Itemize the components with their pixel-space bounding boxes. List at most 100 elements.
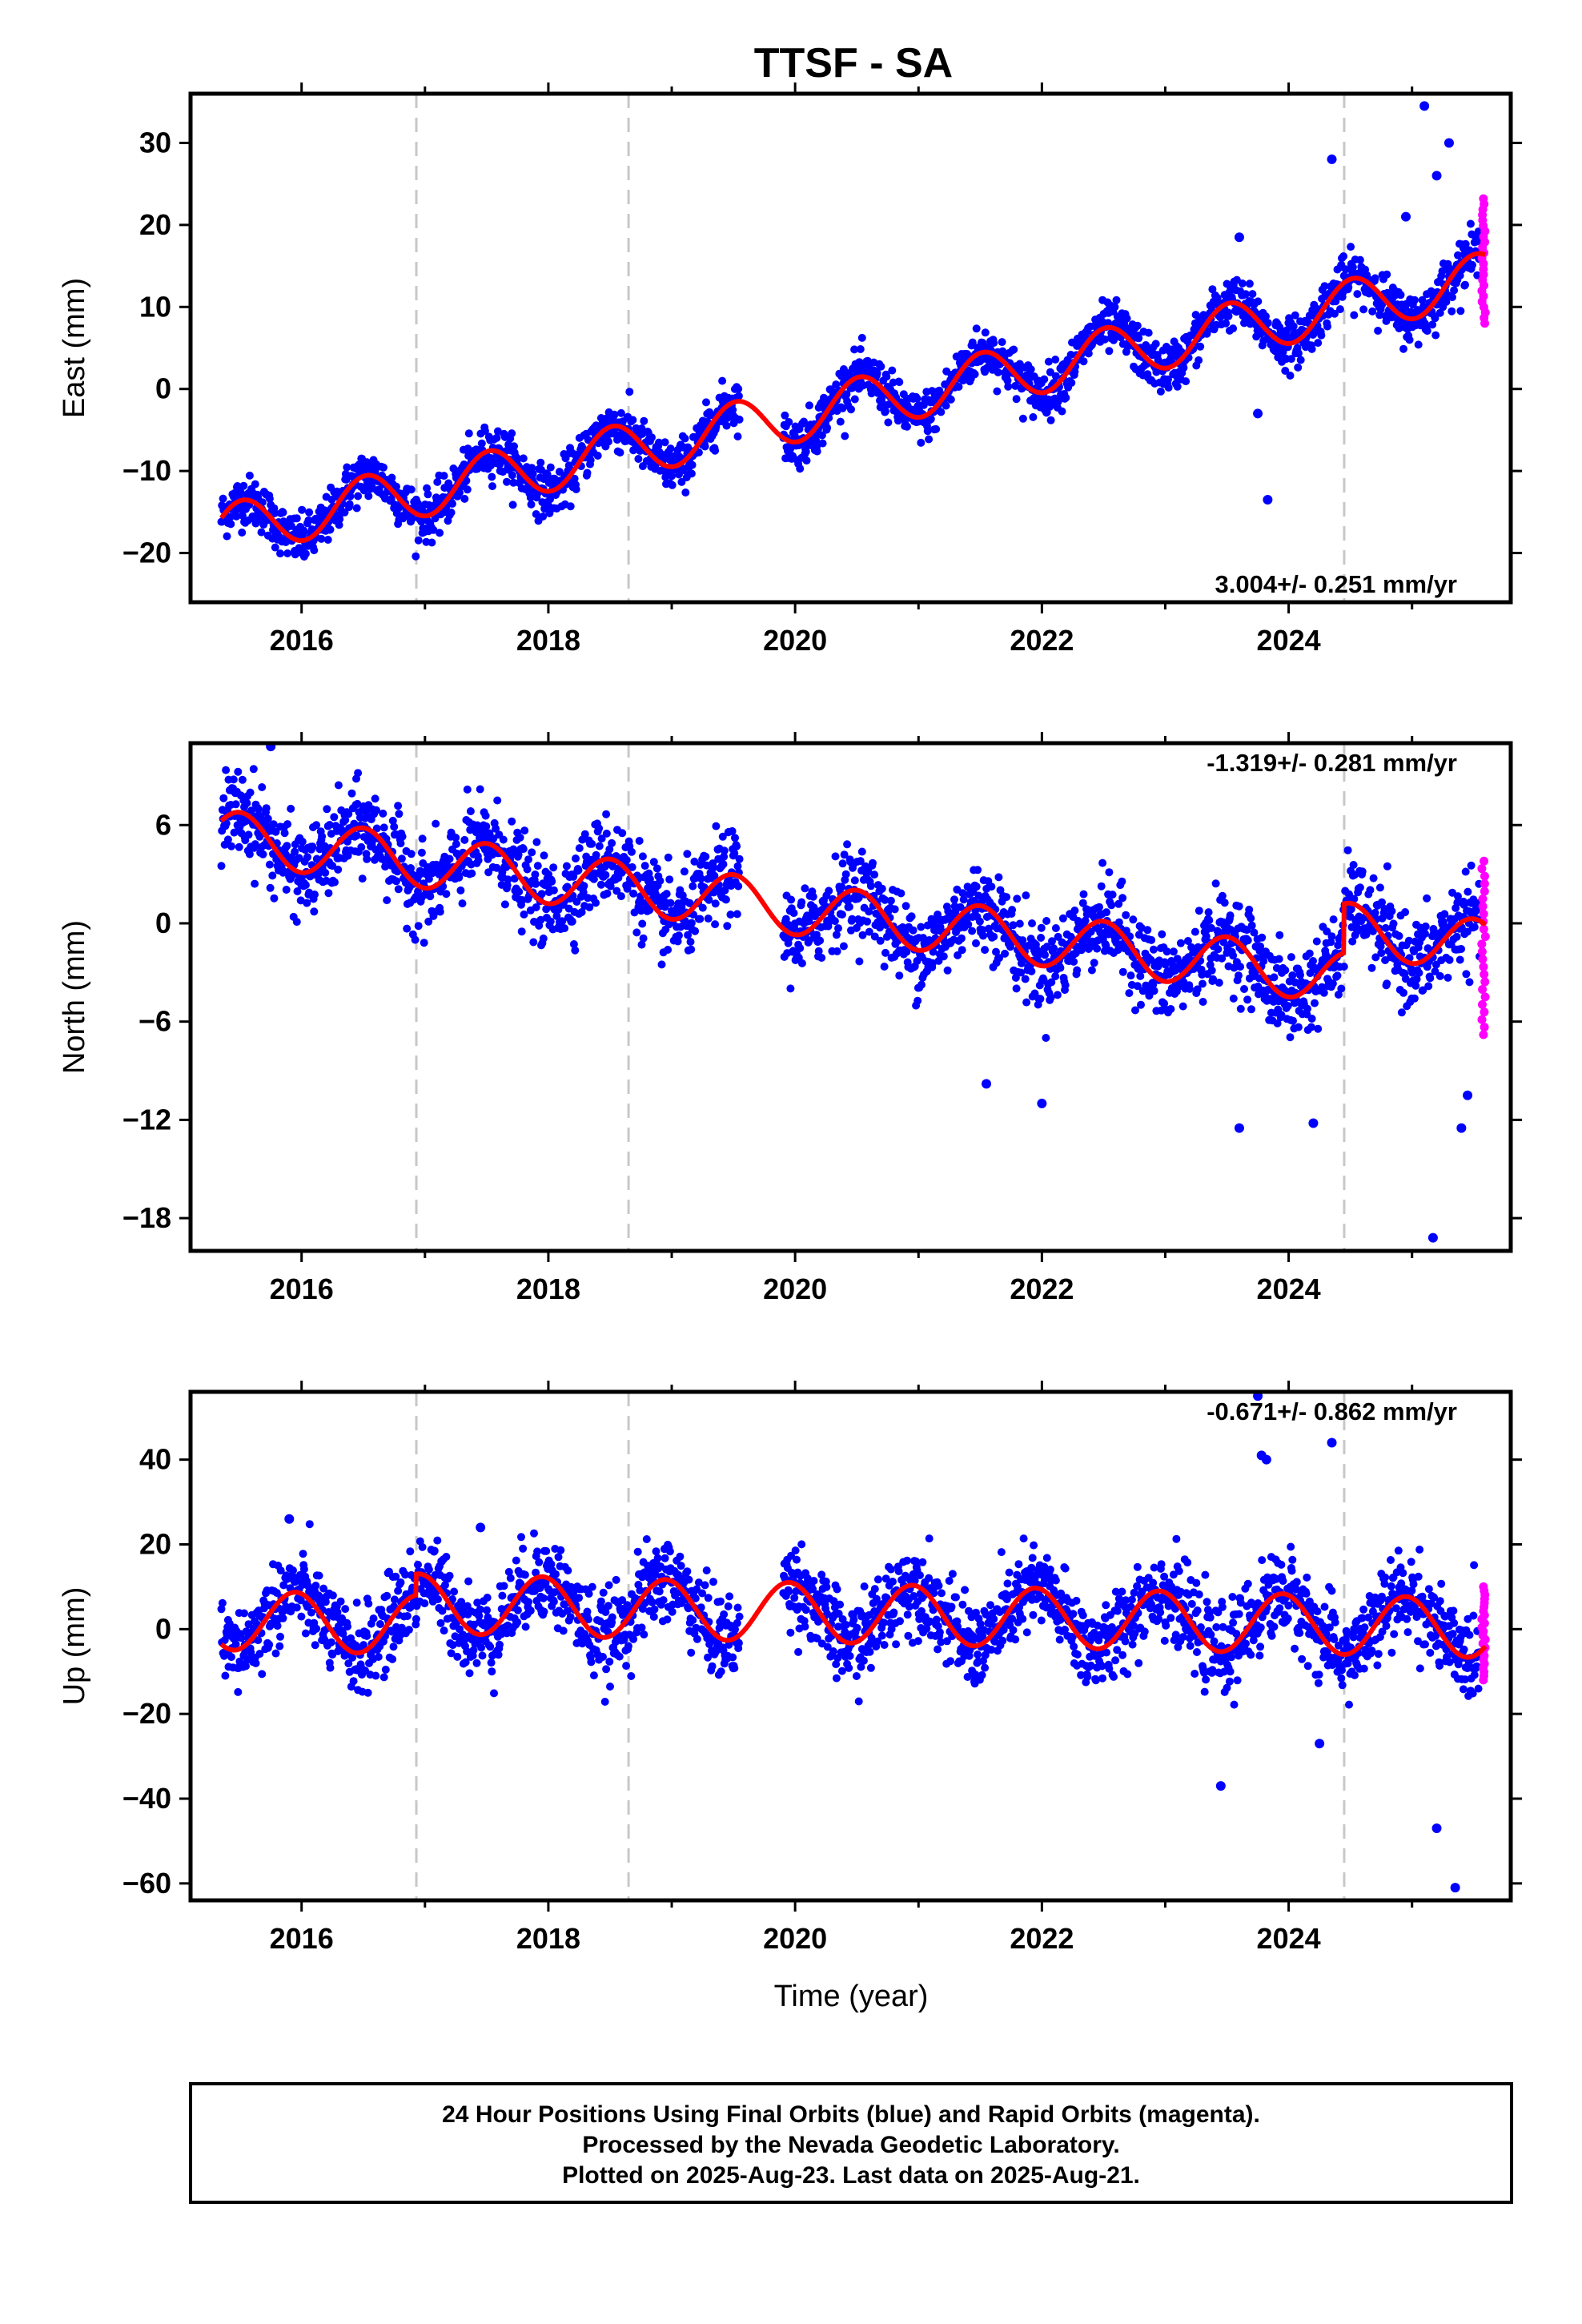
data-point — [876, 936, 885, 945]
data-point — [958, 934, 966, 943]
data-point — [516, 833, 524, 842]
data-point — [528, 464, 536, 472]
final-orbit-points — [217, 101, 1484, 561]
data-point — [1288, 971, 1297, 979]
data-point — [873, 368, 881, 377]
data-point — [613, 436, 621, 444]
data-point — [317, 534, 326, 543]
data-point — [932, 424, 941, 433]
data-point — [1158, 930, 1166, 939]
data-point — [1465, 978, 1474, 987]
data-point — [943, 966, 952, 975]
data-point — [1150, 987, 1158, 995]
data-point — [379, 463, 387, 472]
data-point — [950, 895, 958, 904]
data-point — [1042, 1034, 1050, 1042]
data-point — [640, 416, 648, 425]
data-point — [833, 947, 841, 955]
data-point — [1046, 416, 1055, 424]
data-point — [1463, 1090, 1473, 1100]
data-point — [273, 1622, 282, 1630]
data-point — [523, 865, 532, 874]
data-point — [800, 417, 808, 426]
data-point — [734, 392, 743, 400]
data-point — [426, 892, 435, 901]
data-point — [596, 880, 605, 889]
data-point — [720, 846, 729, 855]
data-point — [499, 835, 508, 844]
data-point — [276, 549, 284, 558]
data-point — [417, 848, 426, 857]
data-point — [661, 438, 669, 447]
data-point — [280, 829, 289, 838]
data-point — [1004, 382, 1013, 391]
data-point — [801, 884, 809, 893]
data-point — [227, 1653, 235, 1662]
data-point — [326, 525, 335, 534]
data-point — [1046, 368, 1054, 376]
data-point — [939, 952, 948, 961]
data-point — [884, 418, 893, 427]
data-point — [1383, 270, 1391, 279]
rapid-point — [1480, 932, 1490, 942]
data-point — [1339, 963, 1348, 971]
data-point — [1013, 895, 1022, 903]
data-point — [817, 431, 826, 440]
data-point — [462, 476, 471, 485]
data-point — [249, 765, 258, 774]
data-point — [1195, 907, 1203, 915]
data-point — [1118, 877, 1126, 886]
data-point — [392, 877, 400, 886]
data-point — [1427, 1232, 1438, 1243]
data-point — [334, 781, 343, 790]
data-point — [1369, 874, 1378, 883]
y-tick-label: 0 — [155, 372, 171, 405]
data-point — [781, 411, 789, 420]
data-point — [460, 494, 469, 503]
data-point — [364, 1599, 373, 1608]
rapid-point — [1478, 902, 1488, 911]
data-point — [1051, 372, 1060, 380]
data-point — [681, 434, 689, 443]
data-point — [1199, 998, 1207, 1006]
data-point — [1415, 968, 1423, 977]
data-point — [572, 485, 580, 493]
data-point — [1149, 945, 1158, 954]
data-point — [1151, 340, 1160, 348]
data-point — [1125, 989, 1134, 998]
data-point — [718, 376, 727, 385]
data-point — [797, 898, 806, 907]
data-point — [340, 508, 349, 517]
data-point — [1423, 327, 1431, 336]
data-point — [308, 842, 317, 851]
data-point — [1312, 937, 1321, 946]
data-point — [1134, 334, 1143, 343]
data-point — [1097, 882, 1106, 891]
data-point — [299, 1565, 308, 1574]
rapid-point — [1479, 909, 1488, 919]
data-point — [1010, 345, 1018, 354]
data-point — [1235, 971, 1243, 980]
rapid-point — [1477, 947, 1487, 956]
data-point — [324, 889, 333, 898]
data-point — [262, 804, 271, 813]
data-point — [691, 927, 700, 935]
data-point — [681, 489, 690, 497]
data-point — [825, 887, 833, 895]
data-point — [1179, 364, 1188, 372]
data-point — [1426, 974, 1435, 983]
data-point — [336, 1597, 345, 1606]
data-point — [1281, 966, 1290, 975]
data-point — [1470, 923, 1479, 931]
data-point — [1067, 379, 1076, 387]
data-point — [227, 842, 235, 850]
data-point — [1164, 384, 1173, 392]
data-point — [379, 823, 388, 832]
data-point — [343, 1622, 351, 1630]
data-point — [993, 387, 1002, 396]
data-point — [1396, 291, 1405, 300]
data-point — [298, 505, 307, 514]
data-point — [301, 881, 310, 890]
data-point — [855, 957, 864, 966]
